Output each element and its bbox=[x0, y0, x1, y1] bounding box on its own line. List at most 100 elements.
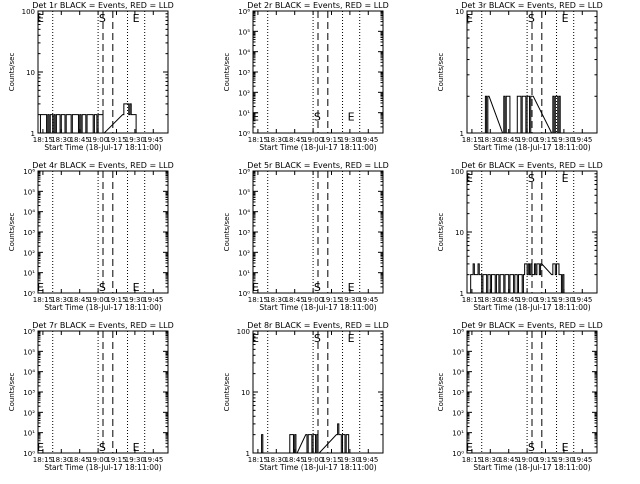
x-tick-label: 19:15 bbox=[535, 456, 555, 464]
y-axis-label: Counts/sec bbox=[8, 373, 16, 412]
x-tick-label: 19:30 bbox=[125, 456, 145, 464]
end-marker: E bbox=[562, 172, 569, 185]
x-tick-label: 19:30 bbox=[125, 136, 145, 144]
start-marker: S bbox=[99, 441, 106, 454]
x-tick-label: 19:00 bbox=[88, 296, 108, 304]
panel-title: Det 5r BLACK = Events, RED = LLD bbox=[247, 161, 389, 170]
y-axis-label: Counts/sec bbox=[437, 373, 445, 412]
x-tick-label: 18:30 bbox=[51, 136, 71, 144]
x-axis-label: Start Time (18-Jul-17 18:11:00) bbox=[259, 463, 376, 472]
x-tick-label: 19:15 bbox=[535, 296, 555, 304]
x-tick-label: 18:15 bbox=[462, 456, 482, 464]
panel-1: Det 1r BLACK = Events, RED = LLD18:1518:… bbox=[8, 1, 174, 152]
x-tick-label: 19:45 bbox=[143, 456, 163, 464]
start-marker: S bbox=[99, 12, 106, 25]
x-tick-label: 19:00 bbox=[303, 456, 323, 464]
y-tick-label: 1 bbox=[460, 130, 464, 138]
start-marker: S bbox=[528, 172, 535, 185]
events-series-line bbox=[484, 95, 566, 134]
x-axis-label: Start Time (18-Jul-17 18:11:00) bbox=[44, 143, 161, 152]
y-tick-label: 10² bbox=[452, 409, 464, 417]
x-tick-label: 18:15 bbox=[33, 296, 53, 304]
x-tick-label: 18:45 bbox=[499, 136, 519, 144]
x-tick-label: 18:30 bbox=[266, 456, 286, 464]
panel-3: Det 3r BLACK = Events, RED = LLD18:1518:… bbox=[437, 1, 603, 152]
panel-7: Det 7r BLACK = Events, RED = LLD18:1518:… bbox=[8, 321, 174, 472]
y-axis-label: Counts/sec bbox=[223, 53, 231, 92]
y-tick-label: 10³ bbox=[452, 389, 464, 397]
y-tick-label: 10⁵ bbox=[238, 188, 250, 196]
y-axis-label: Counts/sec bbox=[437, 213, 445, 252]
y-tick-label: 10 bbox=[455, 229, 464, 237]
y-tick-label: 10⁶ bbox=[452, 328, 464, 336]
x-axis-label: Start Time (18-Jul-17 18:11:00) bbox=[259, 143, 376, 152]
panel-6: Det 6r BLACK = Events, RED = LLD18:1518:… bbox=[437, 161, 603, 312]
x-tick-label: 18:45 bbox=[499, 456, 519, 464]
end-marker: E bbox=[133, 12, 140, 25]
start-marker: S bbox=[528, 441, 535, 454]
y-tick-label: 10 bbox=[26, 69, 35, 77]
end-marker: E bbox=[37, 441, 44, 454]
end-marker: E bbox=[37, 12, 44, 25]
x-tick-label: 19:00 bbox=[303, 136, 323, 144]
y-tick-label: 10⁰ bbox=[238, 130, 250, 138]
panel-title: Det 1r BLACK = Events, RED = LLD bbox=[32, 1, 174, 10]
panel-2: Det 2r BLACK = Events, RED = LLD18:1518:… bbox=[223, 1, 389, 152]
end-marker: E bbox=[252, 332, 259, 345]
panel-title: Det 4r BLACK = Events, RED = LLD bbox=[32, 161, 174, 170]
x-tick-label: 18:30 bbox=[51, 296, 71, 304]
x-tick-label: 19:30 bbox=[554, 136, 574, 144]
x-tick-label: 18:30 bbox=[51, 456, 71, 464]
y-tick-label: 10⁵ bbox=[452, 348, 464, 356]
y-tick-label: 10⁴ bbox=[238, 209, 250, 217]
panel-5: Det 5r BLACK = Events, RED = LLD18:1518:… bbox=[223, 161, 389, 312]
y-tick-label: 10⁰ bbox=[23, 290, 35, 298]
y-tick-label: 10⁶ bbox=[238, 168, 250, 176]
y-tick-label: 10¹ bbox=[23, 430, 35, 438]
y-tick-label: 10⁶ bbox=[23, 328, 35, 336]
y-tick-label: 1 bbox=[31, 130, 35, 138]
x-tick-label: 19:30 bbox=[554, 296, 574, 304]
start-marker: S bbox=[99, 281, 106, 294]
y-tick-label: 10 bbox=[455, 8, 464, 16]
y-tick-label: 1 bbox=[246, 450, 250, 458]
x-tick-label: 19:45 bbox=[358, 136, 378, 144]
end-marker: E bbox=[562, 441, 569, 454]
y-tick-label: 10² bbox=[238, 249, 250, 257]
x-tick-label: 19:45 bbox=[572, 136, 592, 144]
y-tick-label: 100 bbox=[237, 328, 250, 336]
y-tick-label: 10⁴ bbox=[23, 369, 35, 377]
x-tick-label: 19:15 bbox=[106, 456, 126, 464]
events-series-line bbox=[39, 103, 137, 134]
y-tick-label: 10⁰ bbox=[238, 290, 250, 298]
y-tick-label: 10² bbox=[23, 249, 35, 257]
x-tick-label: 19:00 bbox=[88, 456, 108, 464]
y-tick-label: 10³ bbox=[23, 389, 35, 397]
x-tick-label: 19:15 bbox=[535, 136, 555, 144]
panel-title: Det 6r BLACK = Events, RED = LLD bbox=[461, 161, 603, 170]
x-tick-label: 19:00 bbox=[517, 296, 537, 304]
end-marker: E bbox=[37, 281, 44, 294]
x-tick-label: 18:45 bbox=[285, 296, 305, 304]
x-tick-label: 18:45 bbox=[285, 136, 305, 144]
y-axis-label: Counts/sec bbox=[8, 53, 16, 92]
x-tick-label: 18:30 bbox=[480, 456, 500, 464]
x-tick-label: 18:30 bbox=[480, 136, 500, 144]
x-tick-label: 18:45 bbox=[70, 456, 90, 464]
y-tick-label: 10⁴ bbox=[452, 369, 464, 377]
y-tick-label: 10⁵ bbox=[238, 28, 250, 36]
panel-title: Det 2r BLACK = Events, RED = LLD bbox=[247, 1, 389, 10]
start-marker: S bbox=[528, 12, 535, 25]
x-tick-label: 18:45 bbox=[70, 296, 90, 304]
x-tick-label: 19:00 bbox=[517, 456, 537, 464]
x-tick-label: 19:30 bbox=[340, 296, 360, 304]
start-marker: S bbox=[314, 281, 321, 294]
x-axis-label: Start Time (18-Jul-17 18:11:00) bbox=[473, 463, 590, 472]
start-marker: S bbox=[314, 332, 321, 345]
x-axis-label: Start Time (18-Jul-17 18:11:00) bbox=[473, 303, 590, 312]
y-tick-label: 10⁰ bbox=[452, 450, 464, 458]
y-tick-label: 10¹ bbox=[238, 110, 250, 118]
y-tick-label: 10³ bbox=[23, 229, 35, 237]
x-tick-label: 19:00 bbox=[88, 136, 108, 144]
x-tick-label: 18:30 bbox=[266, 296, 286, 304]
